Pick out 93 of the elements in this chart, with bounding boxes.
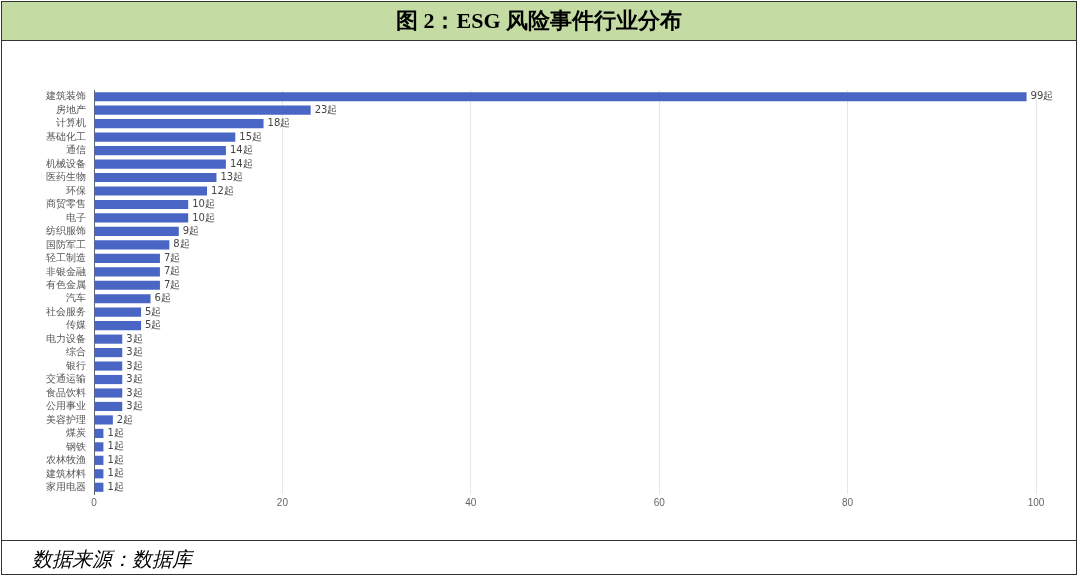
bar (94, 119, 264, 129)
bar (94, 334, 123, 344)
bar (94, 186, 208, 196)
y-tick-label: 农林牧渔 (46, 454, 86, 466)
data-label: 15起 (239, 130, 263, 142)
data-label: 8起 (173, 238, 190, 250)
data-label: 10起 (192, 198, 215, 210)
data-label: 3起 (126, 386, 143, 398)
y-tick-label: 商贸零售 (46, 198, 86, 210)
bar (94, 267, 160, 277)
bar (94, 415, 113, 425)
bar (94, 92, 1027, 102)
y-tick-label: 美容护理 (46, 413, 86, 425)
y-tick-label: 纺织服饰 (46, 225, 86, 237)
y-tick-label: 建筑装饰 (45, 90, 86, 102)
y-tick-label: 家用电器 (46, 481, 86, 493)
data-label: 1起 (107, 480, 124, 492)
data-label: 14起 (229, 157, 253, 169)
y-tick-label: 电力设备 (46, 332, 86, 344)
bar (94, 172, 217, 183)
bar (94, 321, 142, 331)
y-tick-label: 房地产 (56, 103, 86, 115)
bar (94, 388, 123, 398)
bar (94, 159, 226, 169)
bar (94, 199, 189, 210)
data-label: 3起 (126, 373, 143, 385)
data-label: 3起 (126, 346, 143, 358)
y-tick-label: 公用事业 (46, 400, 86, 412)
y-tick-label: 通信 (66, 144, 86, 156)
data-label: 7起 (163, 265, 181, 277)
bar (94, 348, 123, 358)
y-tick-label: 社会服务 (46, 305, 86, 317)
data-label: 6起 (154, 292, 171, 304)
bar (94, 307, 142, 317)
data-label: 7起 (163, 251, 181, 263)
data-label: 5起 (145, 305, 162, 317)
data-label: 9起 (182, 224, 200, 236)
bar (94, 240, 170, 250)
y-tick-label: 汽车 (66, 292, 86, 304)
data-label: 1起 (107, 440, 124, 452)
x-tick-label: 60 (653, 496, 666, 508)
y-tick-label: 建筑材料 (45, 467, 86, 479)
x-tick-label: 0 (91, 496, 98, 508)
bar (94, 132, 236, 142)
bar (94, 253, 160, 263)
data-label: 3起 (126, 400, 143, 412)
y-tick-label: 医药生物 (46, 171, 86, 183)
y-tick-label: 国防军工 (46, 238, 86, 250)
data-label: 7起 (163, 278, 181, 290)
y-tick-label: 基础化工 (46, 130, 86, 142)
bar (94, 213, 189, 223)
bar (94, 105, 311, 115)
y-tick-label: 计算机 (56, 117, 86, 129)
bar (94, 374, 123, 385)
chart-title: 图 2：ESG 风险事件行业分布 (2, 2, 1076, 41)
y-tick-label: 煤炭 (66, 427, 86, 439)
y-tick-label: 轻工制造 (46, 252, 86, 264)
data-label: 12起 (211, 184, 234, 196)
x-tick-label: 40 (465, 496, 477, 508)
data-label: 14起 (229, 144, 253, 156)
y-tick-label: 非银金融 (46, 265, 86, 277)
bar (94, 146, 226, 156)
data-label: 18起 (267, 117, 291, 129)
data-label: 5起 (145, 319, 162, 331)
bar (94, 361, 123, 371)
data-label: 23起 (314, 103, 338, 115)
source-note: 数据来源：数据库 (32, 547, 192, 572)
y-tick-label: 银行 (65, 359, 86, 371)
y-tick-label: 钢铁 (65, 440, 86, 452)
y-tick-label: 有色金属 (46, 279, 86, 291)
y-tick-label: 电子 (66, 211, 86, 223)
bar (94, 280, 160, 290)
x-tick-label: 80 (842, 496, 854, 508)
x-tick-label: 20 (276, 496, 289, 508)
data-label: 1起 (107, 426, 124, 438)
y-tick-label: 综合 (66, 346, 86, 358)
data-label: 10起 (192, 211, 215, 223)
data-label: 1起 (107, 453, 124, 465)
bar (94, 294, 151, 304)
y-tick-label: 传媒 (66, 319, 86, 331)
y-tick-label: 机械设备 (46, 157, 86, 169)
data-label: 2起 (116, 413, 134, 425)
data-label: 13起 (220, 171, 244, 183)
y-tick-label: 环保 (66, 184, 86, 196)
bar (94, 401, 123, 412)
x-tick-label: 100 (1027, 496, 1045, 508)
data-label: 1起 (107, 467, 124, 479)
data-label: 3起 (126, 332, 143, 344)
y-tick-label: 食品饮料 (46, 386, 86, 398)
bar (94, 226, 179, 236)
data-label: 99起 (1030, 90, 1054, 102)
y-tick-label: 交通运输 (46, 373, 86, 385)
data-label: 3起 (126, 359, 143, 371)
